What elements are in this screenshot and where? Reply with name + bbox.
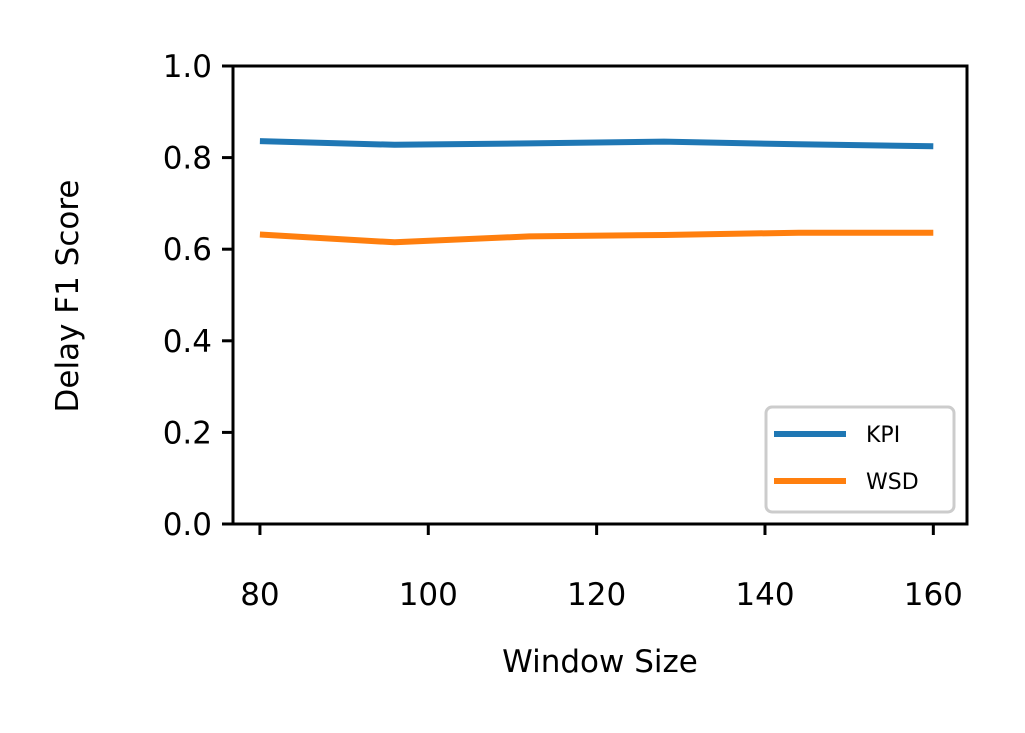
y-tick-label: 1.0 bbox=[163, 49, 212, 85]
x-tick-label: 160 bbox=[904, 577, 963, 613]
x-tick-label: 120 bbox=[567, 577, 626, 613]
legend-label-wsd: WSD bbox=[866, 470, 919, 495]
y-tick-label: 0.8 bbox=[163, 141, 212, 177]
series-line-wsd bbox=[259, 229, 934, 246]
series-layer bbox=[259, 138, 934, 246]
x-tick-label: 100 bbox=[399, 577, 458, 613]
legend-box bbox=[764, 405, 956, 514]
y-tick-label: 0.0 bbox=[163, 507, 212, 543]
legend-label-kpi: KPI bbox=[866, 423, 900, 448]
legend: KPI WSD bbox=[764, 405, 956, 514]
y-tick-label: 0.4 bbox=[163, 324, 212, 360]
x-tick-label: 80 bbox=[240, 577, 279, 613]
series-line-kpi bbox=[259, 138, 934, 150]
y-tick-label: 0.6 bbox=[163, 232, 212, 268]
x-tick-label: 140 bbox=[735, 577, 794, 613]
x-axis-label: Window Size bbox=[502, 644, 698, 680]
axes-layer: 80 100 120 140 160 0.0 0.2 0.4 0.6 0.8 1.0 bbox=[163, 49, 969, 613]
plot-frame bbox=[231, 64, 969, 526]
y-tick-label: 0.2 bbox=[163, 415, 212, 451]
y-axis-label: Delay F1 Score bbox=[50, 180, 86, 413]
